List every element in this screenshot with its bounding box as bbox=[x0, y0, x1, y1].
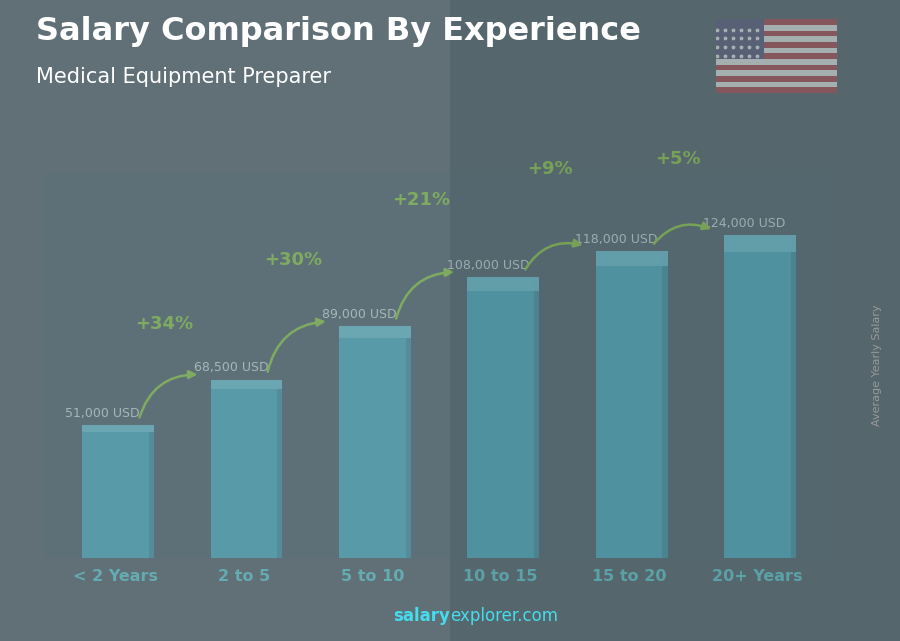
Bar bbox=[596, 251, 668, 267]
Bar bbox=[716, 31, 837, 37]
Bar bbox=[716, 53, 837, 59]
Bar bbox=[716, 71, 837, 76]
Bar bbox=[716, 19, 764, 59]
Bar bbox=[211, 379, 277, 558]
Text: Average Yearly Salary: Average Yearly Salary bbox=[872, 304, 883, 426]
Text: 89,000 USD: 89,000 USD bbox=[322, 308, 397, 321]
Bar bbox=[211, 379, 283, 388]
Bar bbox=[277, 379, 283, 558]
Text: Salary Comparison By Experience: Salary Comparison By Experience bbox=[36, 16, 641, 47]
Bar bbox=[716, 81, 837, 87]
Bar bbox=[406, 326, 410, 558]
Bar bbox=[791, 235, 796, 558]
Bar bbox=[467, 277, 534, 558]
Text: 108,000 USD: 108,000 USD bbox=[446, 259, 529, 272]
Bar bbox=[149, 425, 154, 558]
Bar bbox=[716, 37, 837, 42]
Text: 124,000 USD: 124,000 USD bbox=[704, 217, 786, 230]
Bar bbox=[724, 235, 796, 251]
Text: salary: salary bbox=[393, 607, 450, 625]
Bar bbox=[339, 326, 410, 338]
Text: 68,500 USD: 68,500 USD bbox=[194, 362, 268, 374]
Bar bbox=[716, 59, 837, 65]
Bar bbox=[716, 87, 837, 93]
Bar bbox=[467, 277, 539, 291]
Bar bbox=[596, 251, 662, 558]
Bar bbox=[716, 47, 837, 53]
Bar bbox=[716, 19, 837, 25]
Bar bbox=[82, 425, 154, 432]
Bar bbox=[339, 326, 406, 558]
Bar bbox=[662, 251, 668, 558]
Text: +30%: +30% bbox=[264, 251, 322, 269]
Bar bbox=[534, 277, 539, 558]
Bar bbox=[716, 42, 837, 47]
Text: +9%: +9% bbox=[526, 160, 572, 178]
Text: explorer.com: explorer.com bbox=[450, 607, 558, 625]
Text: +5%: +5% bbox=[655, 150, 700, 168]
Text: +34%: +34% bbox=[135, 315, 194, 333]
Bar bbox=[716, 25, 837, 31]
Bar bbox=[82, 425, 149, 558]
Text: +21%: +21% bbox=[392, 192, 450, 210]
Bar bbox=[716, 65, 837, 71]
Text: 51,000 USD: 51,000 USD bbox=[66, 407, 140, 420]
Text: Medical Equipment Preparer: Medical Equipment Preparer bbox=[36, 67, 331, 87]
Text: 118,000 USD: 118,000 USD bbox=[575, 233, 658, 246]
Bar bbox=[724, 235, 791, 558]
FancyBboxPatch shape bbox=[0, 58, 900, 641]
Bar bbox=[716, 76, 837, 81]
